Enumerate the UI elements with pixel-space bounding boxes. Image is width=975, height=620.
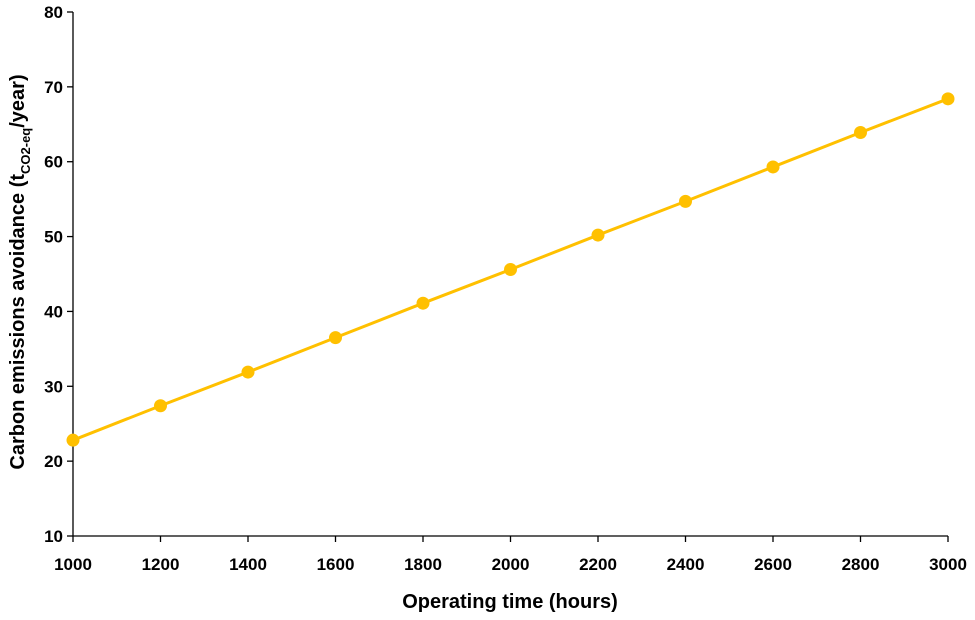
y-tick-label: 60 xyxy=(44,153,63,172)
axes xyxy=(67,11,949,542)
x-tick-label: 3000 xyxy=(929,555,967,574)
y-tick-label: 50 xyxy=(44,228,63,247)
x-tick-label: 2200 xyxy=(579,555,617,574)
data-point xyxy=(241,365,255,379)
data-point xyxy=(154,399,167,413)
y-axis-title-suffix: /year) xyxy=(7,74,29,127)
x-axis-title: Operating time (hours) xyxy=(402,591,618,613)
y-axis-title-prefix: Carbon emissions avoidance (t xyxy=(7,174,29,470)
x-tick-label: 1400 xyxy=(229,555,267,574)
x-tick-label: 1200 xyxy=(142,555,180,574)
y-tick-label: 40 xyxy=(44,302,63,321)
data-point xyxy=(679,194,692,208)
x-tick-label: 1000 xyxy=(54,555,92,574)
data-point xyxy=(766,160,780,174)
y-tick-label: 70 xyxy=(44,78,63,97)
y-axis-title: Carbon emissions avoidance (tCO2-eq/year… xyxy=(7,74,33,469)
series xyxy=(66,92,955,447)
y-tick-label: 20 xyxy=(44,452,63,471)
x-tick-label: 1600 xyxy=(317,555,355,574)
x-tick-label: 2400 xyxy=(667,555,705,574)
data-point xyxy=(941,92,955,106)
y-tick-label: 80 xyxy=(44,3,63,22)
x-tick-label: 1800 xyxy=(404,555,442,574)
data-point xyxy=(854,126,867,140)
data-point xyxy=(66,433,80,447)
data-point xyxy=(504,263,517,277)
y-axis-title-subscript: CO2-eq xyxy=(18,128,33,174)
x-tick-label: 2600 xyxy=(754,555,792,574)
tick-labels: 10 20 30 40 50 60 70 80 1000 1200 1400 1600 1800 2000… xyxy=(44,3,967,574)
y-tick-label: 10 xyxy=(44,527,63,546)
data-point xyxy=(329,331,342,345)
x-tick-label: 2000 xyxy=(492,555,530,574)
data-point xyxy=(591,228,605,242)
y-tick-label: 30 xyxy=(44,377,63,396)
data-point xyxy=(416,296,430,310)
x-tick-label: 2800 xyxy=(842,555,880,574)
